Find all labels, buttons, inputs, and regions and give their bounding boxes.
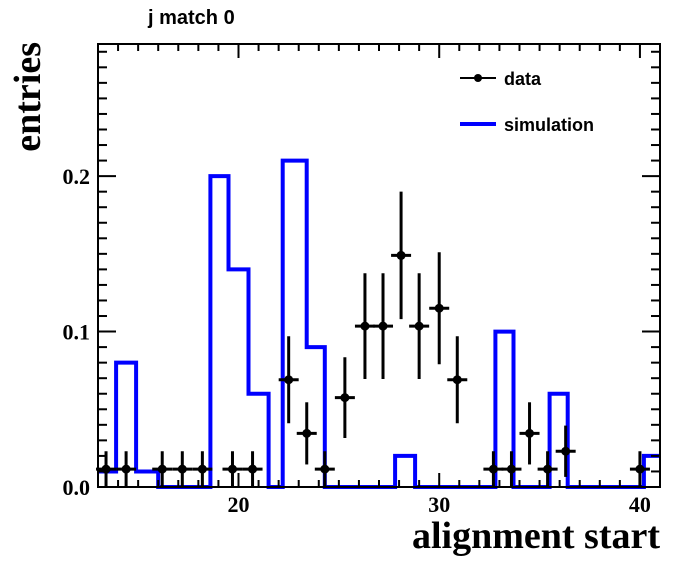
data-marker (157, 464, 167, 474)
data-marker (506, 464, 516, 474)
y-axis-title: entries (7, 42, 49, 152)
data-marker (525, 428, 535, 438)
legend: data simulation (460, 69, 594, 135)
data-point (537, 451, 558, 487)
data-marker (197, 464, 207, 474)
plot-frame (97, 43, 661, 488)
data-marker (543, 464, 553, 474)
legend-data-label: data (504, 69, 542, 89)
data-marker (396, 250, 406, 260)
y-tick-label: 0.2 (63, 164, 91, 189)
data-marker (227, 464, 237, 474)
data-marker (414, 321, 424, 331)
data-point (391, 191, 412, 320)
data-marker (248, 464, 258, 474)
data-marker (452, 375, 462, 385)
data-point (373, 273, 394, 379)
data-marker (378, 321, 388, 331)
plot-area (96, 158, 660, 489)
data-point (152, 451, 173, 487)
chart-title: j match 0 (147, 7, 235, 29)
data-point (334, 357, 355, 439)
legend-data-marker (474, 74, 482, 82)
data-marker (320, 464, 330, 474)
axes: 20 30 40 0.0 0.1 0.2 (63, 44, 661, 517)
data-point (192, 451, 213, 487)
data-point (242, 451, 263, 487)
x-tick-label: 20 (228, 492, 250, 517)
data-point (501, 451, 522, 487)
data-point (278, 336, 299, 424)
data-marker (340, 393, 350, 403)
data-marker (121, 464, 131, 474)
data-marker (561, 446, 571, 456)
data-point (314, 451, 335, 487)
data-point (519, 402, 540, 465)
y-tick-label: 0.1 (63, 320, 91, 345)
data-marker (434, 303, 444, 313)
data-point (447, 336, 468, 424)
data-marker (488, 464, 498, 474)
simulation-step-line (98, 158, 660, 489)
data-point (222, 451, 243, 487)
x-tick-label: 30 (428, 492, 450, 517)
data-marker (360, 321, 370, 331)
data-marker (302, 428, 312, 438)
y-tick-label: 0.0 (63, 475, 91, 500)
data-marker (635, 464, 645, 474)
data-point (354, 273, 375, 379)
data-point (555, 425, 576, 477)
data-point (409, 273, 430, 379)
legend-simulation-label: simulation (504, 115, 594, 135)
data-point (296, 402, 317, 465)
data-marker (177, 464, 187, 474)
x-tick-label: 40 (629, 492, 651, 517)
data-point (483, 451, 504, 487)
x-axis-title: alignment start (412, 515, 660, 557)
data-point (429, 252, 450, 365)
data-point (116, 451, 137, 487)
data-point (172, 451, 193, 487)
data-marker (284, 375, 294, 385)
